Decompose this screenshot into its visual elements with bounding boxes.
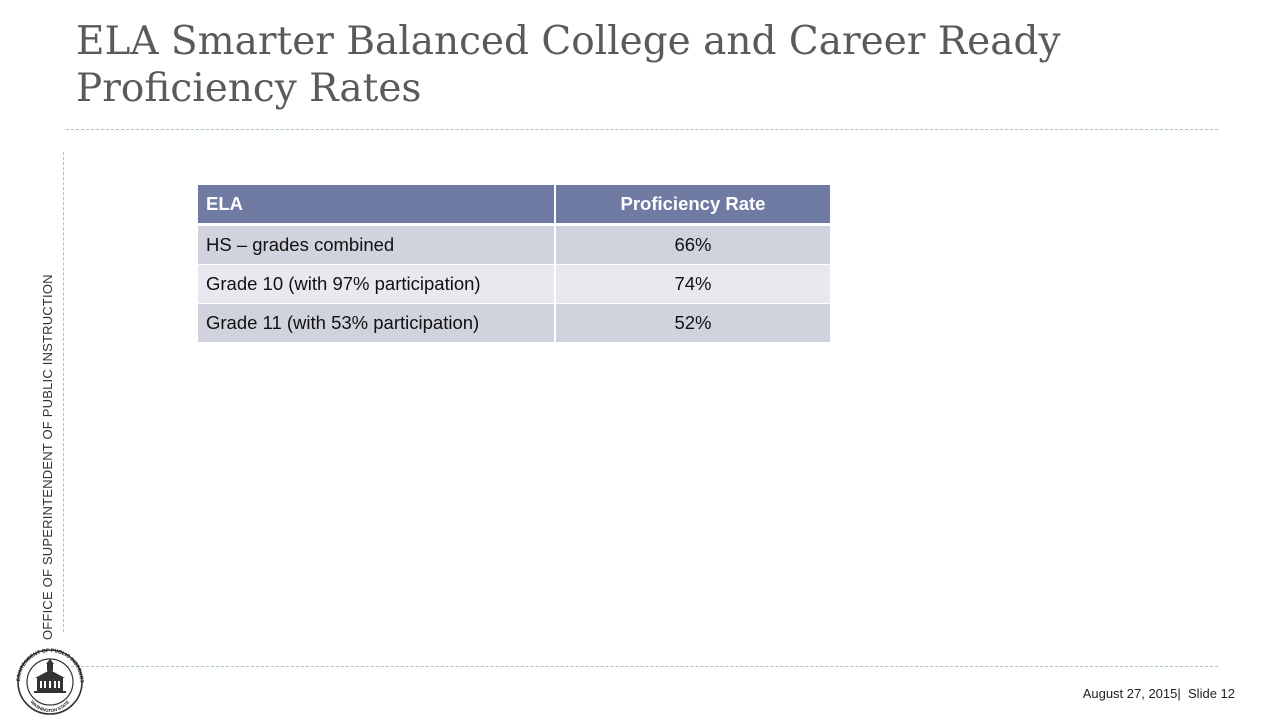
- proficiency-table: ELA Proficiency Rate HS – grades combine…: [198, 185, 830, 342]
- footer-slide-number: Slide 12: [1188, 686, 1235, 701]
- row-label: Grade 11 (with 53% participation): [198, 303, 555, 342]
- side-organization-label: OFFICE OF SUPERINTENDENT OF PUBLIC INSTR…: [40, 274, 55, 640]
- row-label: HS – grades combined: [198, 224, 555, 265]
- table-header-row: ELA Proficiency Rate: [198, 185, 830, 226]
- slide-title: ELA Smarter Balanced College and Career …: [76, 19, 1061, 111]
- footer-separator: |: [1177, 686, 1181, 701]
- footer-divider: [66, 666, 1218, 667]
- column-header-proficiency-rate: Proficiency Rate: [554, 185, 830, 226]
- footer-date: August 27, 2015: [1082, 686, 1178, 701]
- ospi-seal-logo: SUPERINTENDENT OF PUBLIC INSTRUCTION WAS…: [10, 648, 84, 715]
- title-divider: [66, 129, 1218, 130]
- table-row: Grade 11 (with 53% participation) 52%: [198, 303, 830, 342]
- row-label: Grade 10 (with 97% participation): [198, 264, 555, 304]
- table-row: HS – grades combined 66%: [198, 224, 830, 265]
- row-value: 66%: [554, 224, 830, 265]
- slide-footer: August 27, 2015| Slide 12: [1083, 686, 1235, 701]
- table-row: Grade 10 (with 97% participation) 74%: [198, 264, 830, 304]
- side-divider: [63, 152, 64, 632]
- row-value: 74%: [554, 264, 830, 304]
- column-header-ela: ELA: [198, 185, 555, 226]
- row-value: 52%: [554, 303, 830, 342]
